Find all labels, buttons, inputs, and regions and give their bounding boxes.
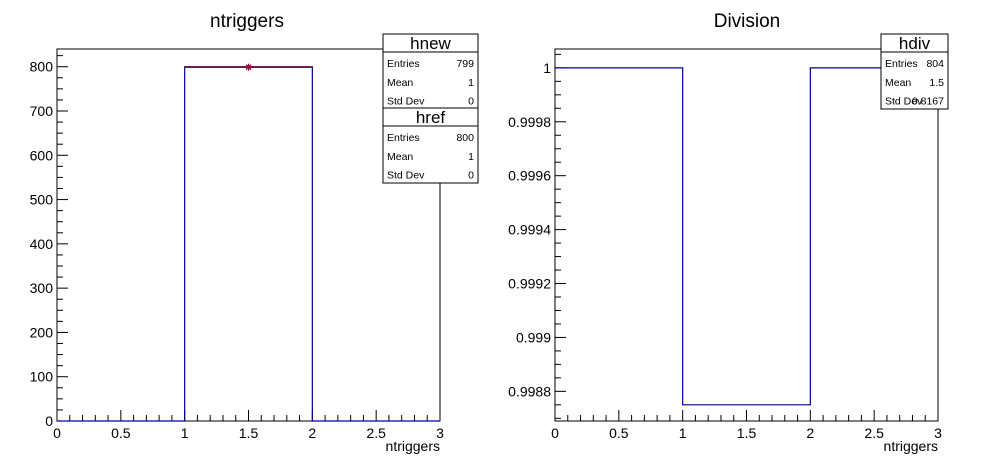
y-tick-label: 600 [30, 147, 54, 163]
stats-row-value: 1 [468, 151, 474, 163]
x-tick-label: 0 [551, 425, 559, 441]
y-tick-label: 0.9992 [508, 276, 551, 292]
x-tick-label: 1 [679, 425, 687, 441]
ntriggers-pad: ntriggers 0 0.5 1 1.5 2 2.5 301002003004005006… [30, 11, 479, 454]
division-pad: Division 0 0.5 1 1.5 2 2.5 3 0.9988 0.999 0.9992 0… [508, 11, 949, 454]
y-tick-label: 800 [30, 59, 54, 75]
stats-row-value: 1 [468, 77, 474, 89]
y-tick-label: 1 [543, 60, 551, 76]
y-tick-label: 0.9996 [508, 168, 551, 184]
stats-row-label: Mean [885, 77, 911, 89]
x-tick-label: 0 [53, 425, 61, 441]
x-tick-label: 3 [934, 425, 942, 441]
x-tick-label: 1.5 [737, 425, 757, 441]
stats-row-label: Entries [387, 132, 420, 144]
stats-box-name: hnew [410, 34, 451, 53]
x-axis-title: ntriggers [884, 438, 938, 454]
stats-row-label: Std Dev [387, 96, 425, 108]
stats-row-value: 0.8167 [912, 96, 944, 108]
stats-row-value: 0 [468, 96, 474, 108]
x-tick-label: 2.5 [366, 425, 386, 441]
stats-row-label: Std Dev [885, 96, 923, 108]
stats-row-label: Std Dev [387, 170, 425, 182]
stats-row-value: 0 [468, 170, 474, 182]
stats-box-frame [382, 107, 479, 184]
stats-row-label: Mean [387, 77, 413, 89]
stats-row-label: Entries [885, 58, 918, 70]
y-tick-label: 500 [30, 192, 54, 208]
x-axis-title: ntriggers [386, 438, 440, 454]
y-tick-label: 0.9998 [508, 114, 551, 130]
x-tick-label: 1 [181, 425, 189, 441]
stats-row-value: 800 [456, 132, 474, 144]
y-tick-label: 0.9994 [508, 222, 551, 238]
y-tick-label: 400 [30, 236, 54, 252]
y-tick-label: 300 [30, 280, 54, 296]
stats-row-value: 804 [926, 58, 944, 70]
hdiv-histogram-line [555, 67, 938, 406]
stats-row-label: Entries [387, 58, 420, 70]
x-tick-label: 1.5 [239, 425, 259, 441]
stats-box-frame [880, 33, 949, 110]
x-tick-label: 0.5 [111, 425, 131, 441]
x-tick-label: 3 [436, 425, 444, 441]
stats-box-name: hdiv [899, 34, 931, 53]
x-tick-label: 2 [308, 425, 316, 441]
href-stats-box: href Entries 800 Mean 1 Std Dev 0 [382, 107, 479, 184]
y-tick-label: 100 [30, 369, 54, 385]
x-tick-label: 0.5 [609, 425, 629, 441]
x-tick-label: 2.5 [864, 425, 884, 441]
y-tick-label: 0.999 [516, 329, 551, 345]
y-tick-label: 0 [45, 413, 53, 429]
hnew-marker [245, 63, 252, 71]
chart-title: ntriggers [210, 11, 284, 32]
x-tick-label: 2 [806, 425, 814, 441]
y-tick-label: 700 [30, 103, 54, 119]
hnew-stats-box: hnew Entries 799 Mean 1 Std Dev 0 [382, 33, 479, 110]
stats-row-value: 799 [456, 58, 474, 70]
stats-box-name: href [416, 108, 446, 127]
y-tick-label: 200 [30, 324, 54, 340]
y-tick-label: 0.9988 [508, 383, 551, 399]
stats-row-value: 1.5 [929, 77, 944, 89]
stats-row-label: Mean [387, 151, 413, 163]
chart-title: Division [714, 11, 781, 32]
